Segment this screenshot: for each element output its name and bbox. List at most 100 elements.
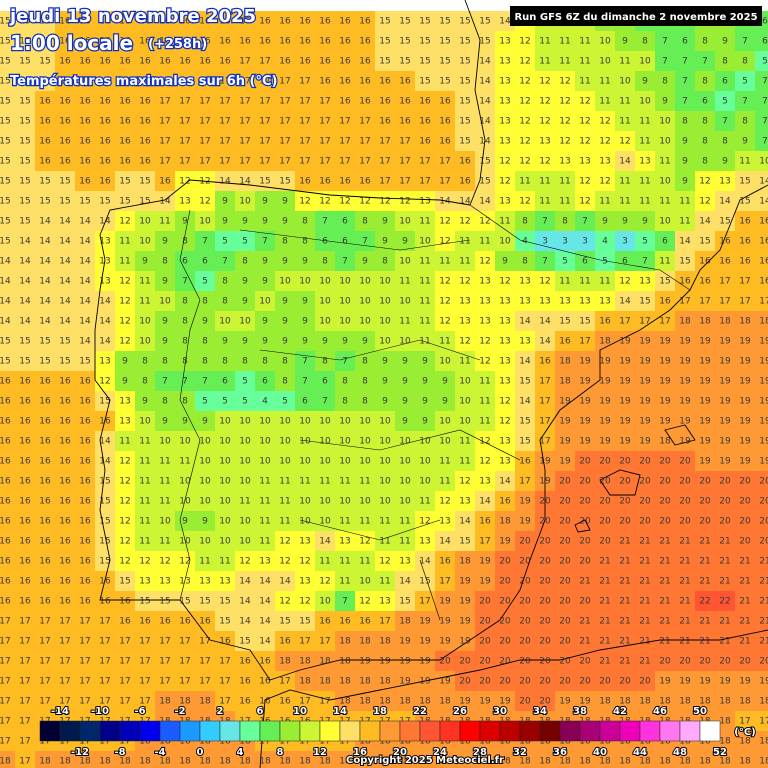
temperature-cell bbox=[395, 171, 415, 191]
temperature-label: 19 bbox=[679, 397, 691, 407]
temperature-label: 11 bbox=[139, 297, 150, 307]
temperature-cell bbox=[0, 31, 15, 51]
temperature-label: 15 bbox=[19, 217, 30, 227]
temperature-label: 8 bbox=[262, 357, 268, 367]
temperature-label: 17 bbox=[239, 137, 250, 147]
temperature-label: 12 bbox=[119, 217, 130, 227]
temperature-cell bbox=[375, 251, 395, 271]
temperature-label: 14 bbox=[539, 317, 551, 327]
temperature-label: 18 bbox=[539, 757, 551, 767]
temperature-cell bbox=[275, 111, 295, 131]
temperature-label: 17 bbox=[179, 97, 190, 107]
scale-label: -12 bbox=[71, 747, 89, 758]
temperature-label: 14 bbox=[39, 217, 51, 227]
temperature-label: 10 bbox=[359, 297, 371, 307]
temperature-label: 9 bbox=[282, 257, 288, 267]
temperature-label: 21 bbox=[599, 577, 610, 587]
temperature-label: 21 bbox=[739, 617, 750, 627]
temperature-label: 17 bbox=[539, 397, 550, 407]
temperature-cell bbox=[315, 231, 335, 251]
temperature-label: 16 bbox=[99, 177, 111, 187]
temperature-cell bbox=[515, 211, 535, 231]
temperature-label: 12 bbox=[499, 397, 510, 407]
temperature-label: 12 bbox=[499, 277, 510, 287]
temperature-label: 9 bbox=[342, 337, 348, 347]
temperature-label: 8 bbox=[222, 357, 228, 367]
temperature-label: 20 bbox=[519, 617, 531, 627]
temperature-label: 19 bbox=[719, 377, 731, 387]
temperature-cell bbox=[495, 171, 515, 191]
scale-label: 48 bbox=[673, 747, 687, 758]
temperature-label: 16 bbox=[79, 437, 91, 447]
temperature-label: 16 bbox=[459, 177, 471, 187]
temperature-label: 16 bbox=[739, 217, 751, 227]
temperature-label: 13 bbox=[499, 437, 510, 447]
temperature-label: 9 bbox=[242, 337, 248, 347]
temperature-label: 16 bbox=[39, 477, 51, 487]
temperature-cell bbox=[715, 71, 735, 91]
temperature-label: 11 bbox=[539, 197, 550, 207]
temperature-label: 16 bbox=[239, 37, 251, 47]
temperature-label: 12 bbox=[439, 317, 450, 327]
temperature-label: 20 bbox=[539, 537, 551, 547]
temperature-label: 20 bbox=[699, 497, 711, 507]
temperature-label: 6 bbox=[722, 77, 728, 87]
temperature-label: 19 bbox=[759, 337, 768, 347]
temperature-label: 13 bbox=[219, 577, 230, 587]
temperature-label: 11 bbox=[159, 457, 170, 467]
temperature-label: 7 bbox=[662, 57, 668, 67]
temperature-label: 20 bbox=[739, 537, 751, 547]
temperature-label: 18 bbox=[219, 757, 231, 767]
temperature-cell bbox=[615, 151, 635, 171]
temperature-label: 17 bbox=[419, 177, 430, 187]
temperature-label: 8 bbox=[202, 337, 208, 347]
temperature-label: 9 bbox=[722, 157, 728, 167]
temperature-cell bbox=[0, 51, 15, 71]
temperature-label: 13 bbox=[299, 537, 310, 547]
temperature-cell bbox=[115, 131, 135, 151]
temperature-label: 16 bbox=[339, 37, 351, 47]
temperature-label: 14 bbox=[0, 257, 11, 267]
temperature-cell bbox=[395, 51, 415, 71]
temperature-label: 12 bbox=[539, 97, 550, 107]
temperature-label: 19 bbox=[599, 417, 611, 427]
temperature-cell bbox=[0, 211, 15, 231]
temperature-label: 12 bbox=[539, 157, 550, 167]
temperature-label: 17 bbox=[319, 97, 330, 107]
temperature-label: 17 bbox=[319, 157, 330, 167]
legend-unit: (°C) bbox=[734, 727, 755, 738]
temperature-label: 12 bbox=[519, 77, 530, 87]
temperature-label: 14 bbox=[459, 517, 471, 527]
temperature-cell bbox=[735, 231, 755, 251]
temperature-cell bbox=[15, 171, 35, 191]
temperature-label: 18 bbox=[159, 697, 171, 707]
temperature-label: 11 bbox=[139, 517, 150, 527]
temperature-cell bbox=[175, 251, 195, 271]
temperature-cell bbox=[95, 91, 115, 111]
temperature-label: 14 bbox=[79, 237, 91, 247]
temperature-cell bbox=[235, 211, 255, 231]
temperature-label: 19 bbox=[639, 397, 651, 407]
temperature-label: 16 bbox=[39, 377, 51, 387]
temperature-label: 10 bbox=[259, 457, 271, 467]
temperature-label: 19 bbox=[739, 397, 751, 407]
temperature-label: 18 bbox=[119, 757, 131, 767]
temperature-label: 13 bbox=[639, 157, 650, 167]
temperature-label: 17 bbox=[179, 677, 190, 687]
temperature-cell bbox=[695, 151, 715, 171]
temperature-cell bbox=[655, 271, 675, 291]
temperature-label: 20 bbox=[679, 477, 691, 487]
temperature-label: 14 bbox=[59, 297, 71, 307]
temperature-label: 16 bbox=[0, 537, 11, 547]
temperature-cell bbox=[455, 271, 475, 291]
temperature-label: 17 bbox=[259, 117, 270, 127]
temperature-label: 20 bbox=[719, 517, 731, 527]
temperature-cell bbox=[175, 191, 195, 211]
temperature-label: 5 bbox=[222, 397, 228, 407]
temperature-cell bbox=[75, 31, 95, 51]
temperature-cell bbox=[75, 51, 95, 71]
temperature-cell bbox=[35, 31, 55, 51]
temperature-label: 20 bbox=[579, 477, 591, 487]
temperature-label: 13 bbox=[599, 297, 610, 307]
temperature-label: 10 bbox=[199, 477, 211, 487]
